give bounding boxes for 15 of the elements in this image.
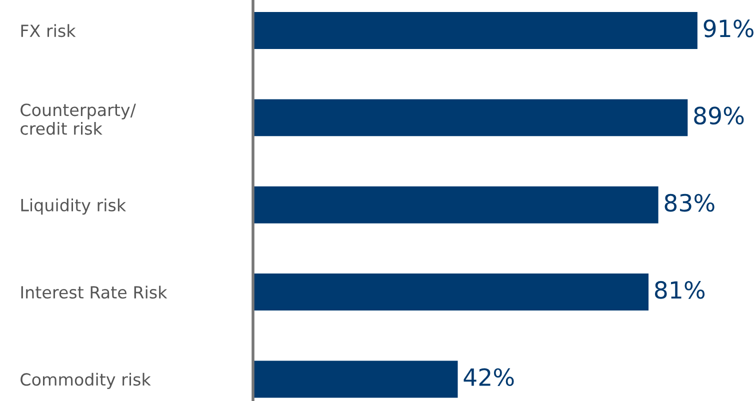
bar — [253, 10, 699, 50]
y-tick-label: FX risk — [21, 24, 76, 38]
bar — [253, 184, 660, 225]
y-tick-label: Liquidity risk — [21, 198, 126, 215]
bar — [253, 98, 690, 138]
data-label: 89% — [694, 106, 744, 125]
y-tick-label: Counterparty/ credit risk — [20, 104, 136, 135]
y-tick-label: Interest Rate Risk — [21, 286, 168, 299]
y-tick-label: Commodity risk — [20, 372, 151, 390]
data-label: 81% — [654, 281, 705, 299]
data-label: 91% — [704, 20, 754, 38]
bar — [253, 272, 650, 312]
bar — [253, 359, 460, 400]
data-label: 42% — [464, 368, 514, 386]
data-label: 83% — [664, 194, 714, 212]
